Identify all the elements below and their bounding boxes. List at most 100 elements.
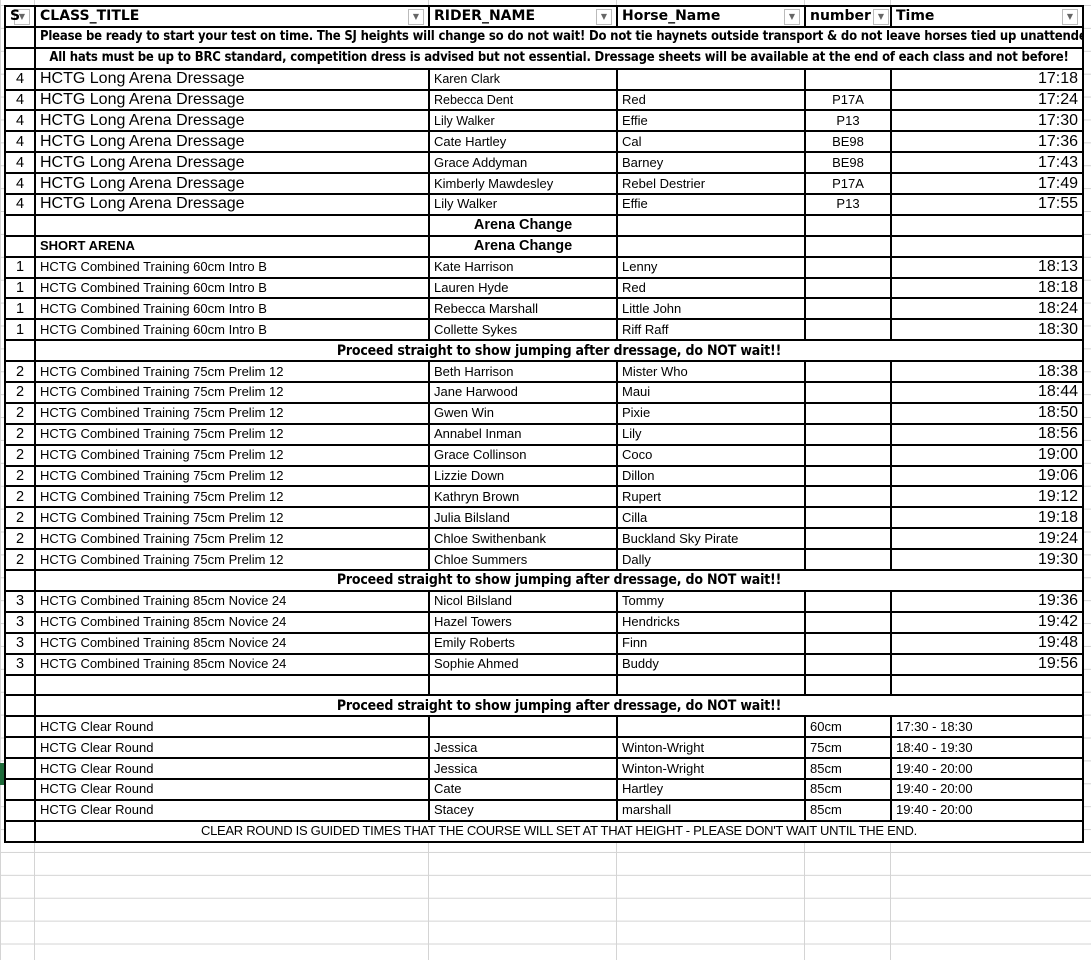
dropdown-arrow-icon[interactable]: ▼: [873, 9, 889, 25]
cell-s[interactable]: 1: [4, 297, 36, 321]
cell-time[interactable]: 19:40 - 20:00: [890, 798, 1084, 822]
cell-class-title[interactable]: HCTG Combined Training 75cm Prelim 12: [34, 381, 430, 404]
cell-horse[interactable]: [616, 234, 806, 258]
cell-time[interactable]: [890, 234, 1084, 258]
cell-class-title[interactable]: HCTG Combined Training 75cm Prelim 12: [34, 548, 430, 572]
cell-s[interactable]: 2: [4, 401, 36, 425]
dropdown-arrow-icon[interactable]: ▼: [408, 9, 424, 25]
cell-horse-name[interactable]: Lenny: [616, 255, 806, 279]
cell-class-title[interactable]: HCTG Combined Training 60cm Intro B: [34, 318, 430, 342]
cell-class-title[interactable]: HCTG Clear Round: [34, 777, 430, 801]
cell-s[interactable]: 2: [4, 485, 36, 509]
cell-time[interactable]: 18:38: [890, 360, 1084, 384]
cell-number[interactable]: P17A: [804, 88, 892, 112]
cell-horse-name[interactable]: Tommy: [616, 589, 806, 613]
cell-class-title[interactable]: HCTG Combined Training 85cm Novice 24: [34, 652, 430, 676]
cell-horse-name[interactable]: Dillon: [616, 464, 806, 488]
cell-time[interactable]: 19:18: [890, 506, 1084, 530]
arena-change-label[interactable]: Arena Change: [428, 234, 618, 258]
cell-time[interactable]: 19:40 - 20:00: [890, 757, 1084, 780]
cell-s[interactable]: 3: [4, 589, 36, 613]
cell-time[interactable]: 18:18: [890, 276, 1084, 300]
cell-number[interactable]: [804, 506, 892, 530]
cell-class-title[interactable]: HCTG Combined Training 75cm Prelim 12: [34, 360, 430, 384]
cell-s[interactable]: [4, 339, 36, 363]
cell-horse-name[interactable]: Finn: [616, 631, 806, 655]
cell-rider-name[interactable]: Collette Sykes: [428, 318, 618, 342]
cell-number[interactable]: [804, 67, 892, 91]
cell-number[interactable]: [804, 401, 892, 425]
column-header-class-title[interactable]: ▼ CLASS_TITLE: [34, 5, 430, 28]
cell-rider-name[interactable]: Chloe Summers: [428, 548, 618, 572]
cell-time[interactable]: 18:44: [890, 381, 1084, 404]
cell-time[interactable]: 17:55: [890, 193, 1084, 216]
cell-time[interactable]: 19:00: [890, 443, 1084, 467]
cell-horse-name[interactable]: Winton-Wright: [616, 736, 806, 760]
cell-horse-name[interactable]: Hendricks: [616, 610, 806, 634]
cell-rider-name[interactable]: Julia Bilsland: [428, 506, 618, 530]
cell-s[interactable]: 3: [4, 610, 36, 634]
cell-s[interactable]: [4, 569, 36, 592]
cell-s[interactable]: 2: [4, 527, 36, 551]
cell-number[interactable]: [804, 255, 892, 279]
cell-s[interactable]: 2: [4, 381, 36, 404]
cell-s[interactable]: 4: [4, 88, 36, 112]
cell-rider-name[interactable]: Stacey: [428, 798, 618, 822]
cell-number[interactable]: [804, 652, 892, 676]
cell-class-title[interactable]: HCTG Long Arena Dressage: [34, 130, 430, 154]
cell-s[interactable]: 4: [4, 109, 36, 133]
cell-time[interactable]: 17:30: [890, 109, 1084, 133]
cell-rider-name[interactable]: Grace Collinson: [428, 443, 618, 467]
cell-class-title[interactable]: HCTG Clear Round: [34, 798, 430, 822]
cell-number[interactable]: 75cm: [804, 736, 892, 760]
cell-number[interactable]: 85cm: [804, 757, 892, 780]
column-header-rider-name[interactable]: ▼ RIDER_NAME: [428, 5, 618, 28]
cell-number[interactable]: [804, 548, 892, 572]
cell-horse-name[interactable]: Coco: [616, 443, 806, 467]
cell-horse-name[interactable]: Red: [616, 276, 806, 300]
cell-time[interactable]: 18:13: [890, 255, 1084, 279]
cell-s[interactable]: 2: [4, 360, 36, 384]
cell-class-title[interactable]: HCTG Clear Round: [34, 715, 430, 739]
cell-horse-name[interactable]: Mister Who: [616, 360, 806, 384]
cell-number[interactable]: [804, 213, 892, 237]
cell-number[interactable]: [804, 234, 892, 258]
cell-time[interactable]: 19:40 - 20:00: [890, 777, 1084, 801]
cell-time[interactable]: 19:30: [890, 548, 1084, 572]
cell-class-title[interactable]: HCTG Clear Round: [34, 736, 430, 760]
cell-s[interactable]: [4, 819, 36, 843]
cell-time[interactable]: 17:18: [890, 67, 1084, 91]
cell-number[interactable]: 85cm: [804, 777, 892, 801]
cell-s[interactable]: [4, 234, 36, 258]
cell-s[interactable]: [4, 736, 36, 760]
cell-rider-name[interactable]: [428, 715, 618, 739]
cell-number[interactable]: P13: [804, 109, 892, 133]
cell-s[interactable]: [4, 715, 36, 739]
cell-time[interactable]: 18:56: [890, 422, 1084, 446]
cell-s[interactable]: 2: [4, 506, 36, 530]
cell-horse[interactable]: [616, 213, 806, 237]
cell-class-title[interactable]: HCTG Combined Training 60cm Intro B: [34, 276, 430, 300]
cell-time[interactable]: 18:24: [890, 297, 1084, 321]
cell-horse-name[interactable]: Red: [616, 88, 806, 112]
cell-s[interactable]: 2: [4, 443, 36, 467]
cell-horse-name[interactable]: [616, 715, 806, 739]
cell-time[interactable]: 19:36: [890, 589, 1084, 613]
cell-horse-name[interactable]: Rupert: [616, 485, 806, 509]
cell-number[interactable]: [804, 527, 892, 551]
cell-number[interactable]: [804, 631, 892, 655]
cell-class-title[interactable]: HCTG Long Arena Dressage: [34, 172, 430, 196]
cell-rider-name[interactable]: Emily Roberts: [428, 631, 618, 655]
cell-number[interactable]: [804, 464, 892, 488]
dropdown-arrow-icon[interactable]: ▼: [784, 9, 800, 25]
cell-number[interactable]: [804, 422, 892, 446]
cell-s[interactable]: 1: [4, 318, 36, 342]
empty-cell[interactable]: [804, 673, 892, 697]
cell-rider-name[interactable]: Chloe Swithenbank: [428, 527, 618, 551]
cell-number[interactable]: 85cm: [804, 798, 892, 822]
cell-class-title[interactable]: HCTG Long Arena Dressage: [34, 109, 430, 133]
cell-s[interactable]: 2: [4, 464, 36, 488]
cell-number[interactable]: [804, 318, 892, 342]
cell-time[interactable]: 19:48: [890, 631, 1084, 655]
cell-number[interactable]: 60cm: [804, 715, 892, 739]
